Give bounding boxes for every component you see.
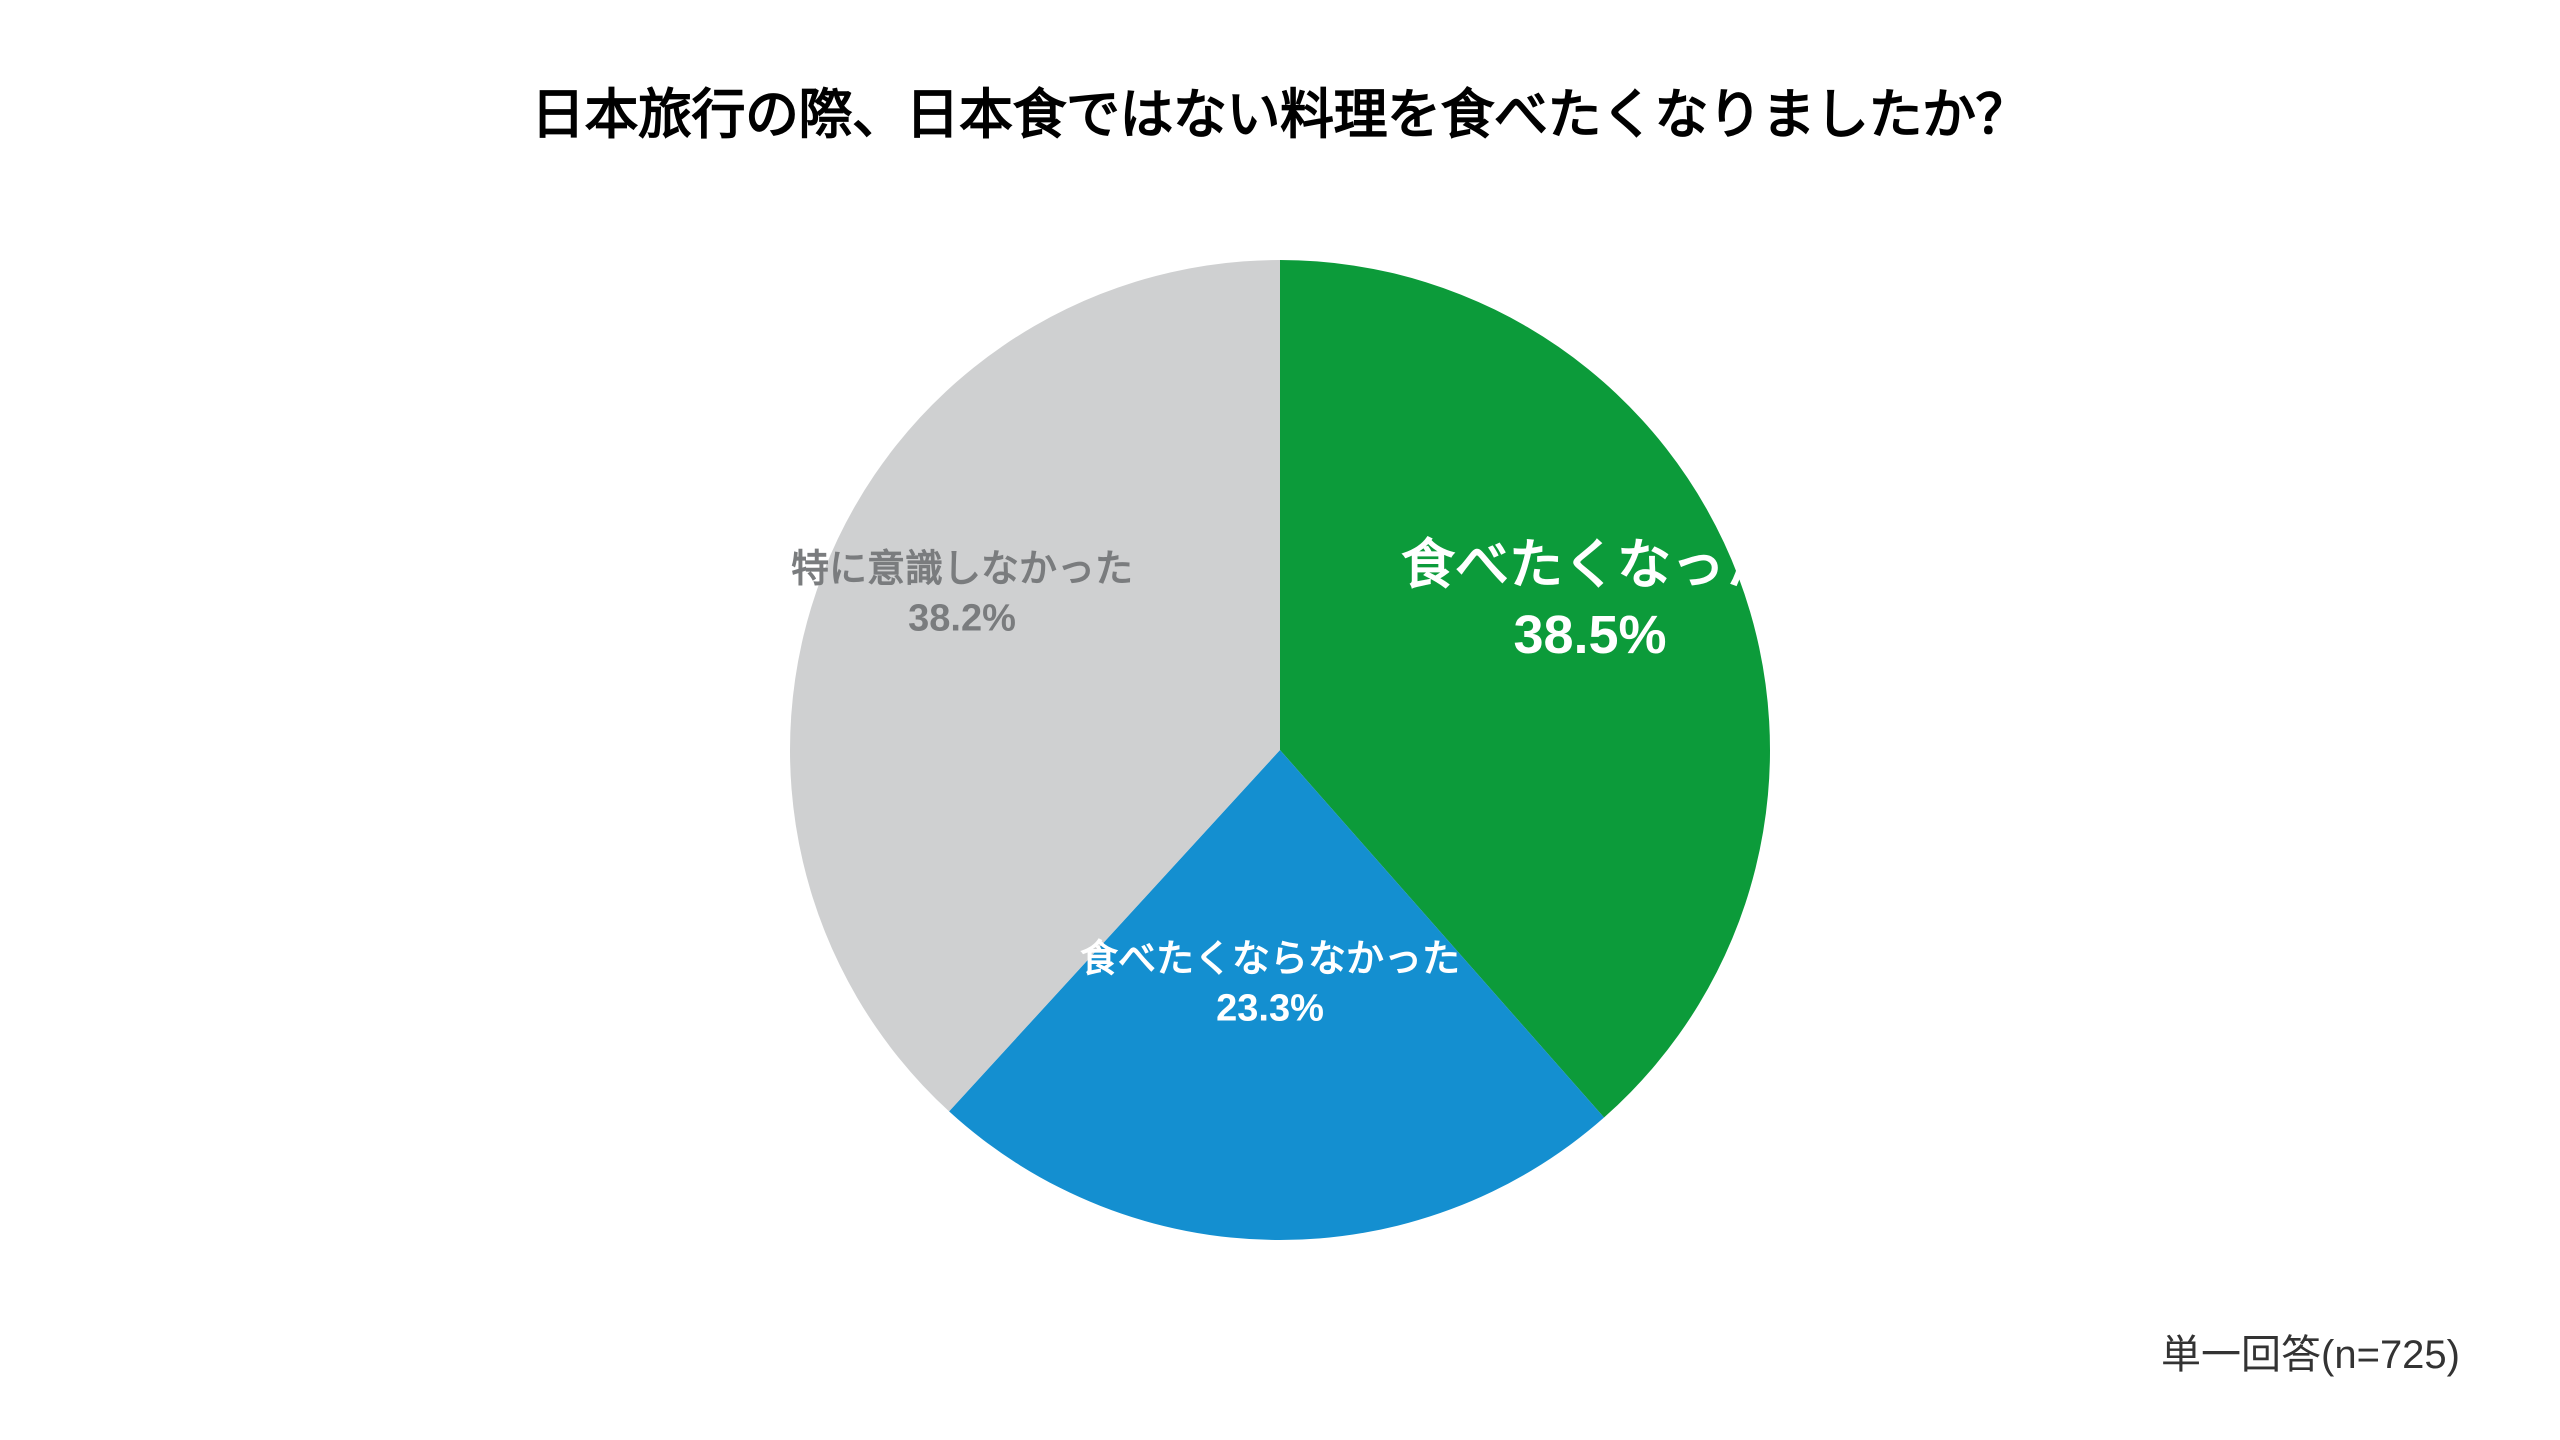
pie-chart-wrap: 食べたくなった38.5%食べたくならなかった23.3%特に意識しなかった38.2… [790,260,1770,1240]
pie-label-pct-unaware: 38.2% [791,595,1133,644]
pie-label-wanted: 食べたくなった38.5% [1401,530,1779,670]
pie-label-name-unaware: 特に意識しなかった [791,546,1133,595]
chart-title: 日本旅行の際、日本食ではない料理を食べたくなりましたか？ [531,70,2029,149]
pie-label-name-wanted: 食べたくなった [1401,530,1779,600]
pie-label-pct-wanted: 38.5% [1401,600,1779,670]
chart-footnote: 単一回答(n=725) [2161,1322,2460,1380]
chart-container: 日本旅行の際、日本食ではない料理を食べたくなりましたか？ 食べたくなった38.5… [0,0,2560,1440]
pie-label-unaware: 特に意識しなかった38.2% [791,546,1133,645]
pie-label-name-not_wanted: 食べたくならなかった [1080,936,1460,985]
pie-label-not_wanted: 食べたくならなかった23.3% [1080,936,1460,1035]
pie-label-pct-not_wanted: 23.3% [1080,985,1460,1034]
pie-chart [790,260,1770,1240]
